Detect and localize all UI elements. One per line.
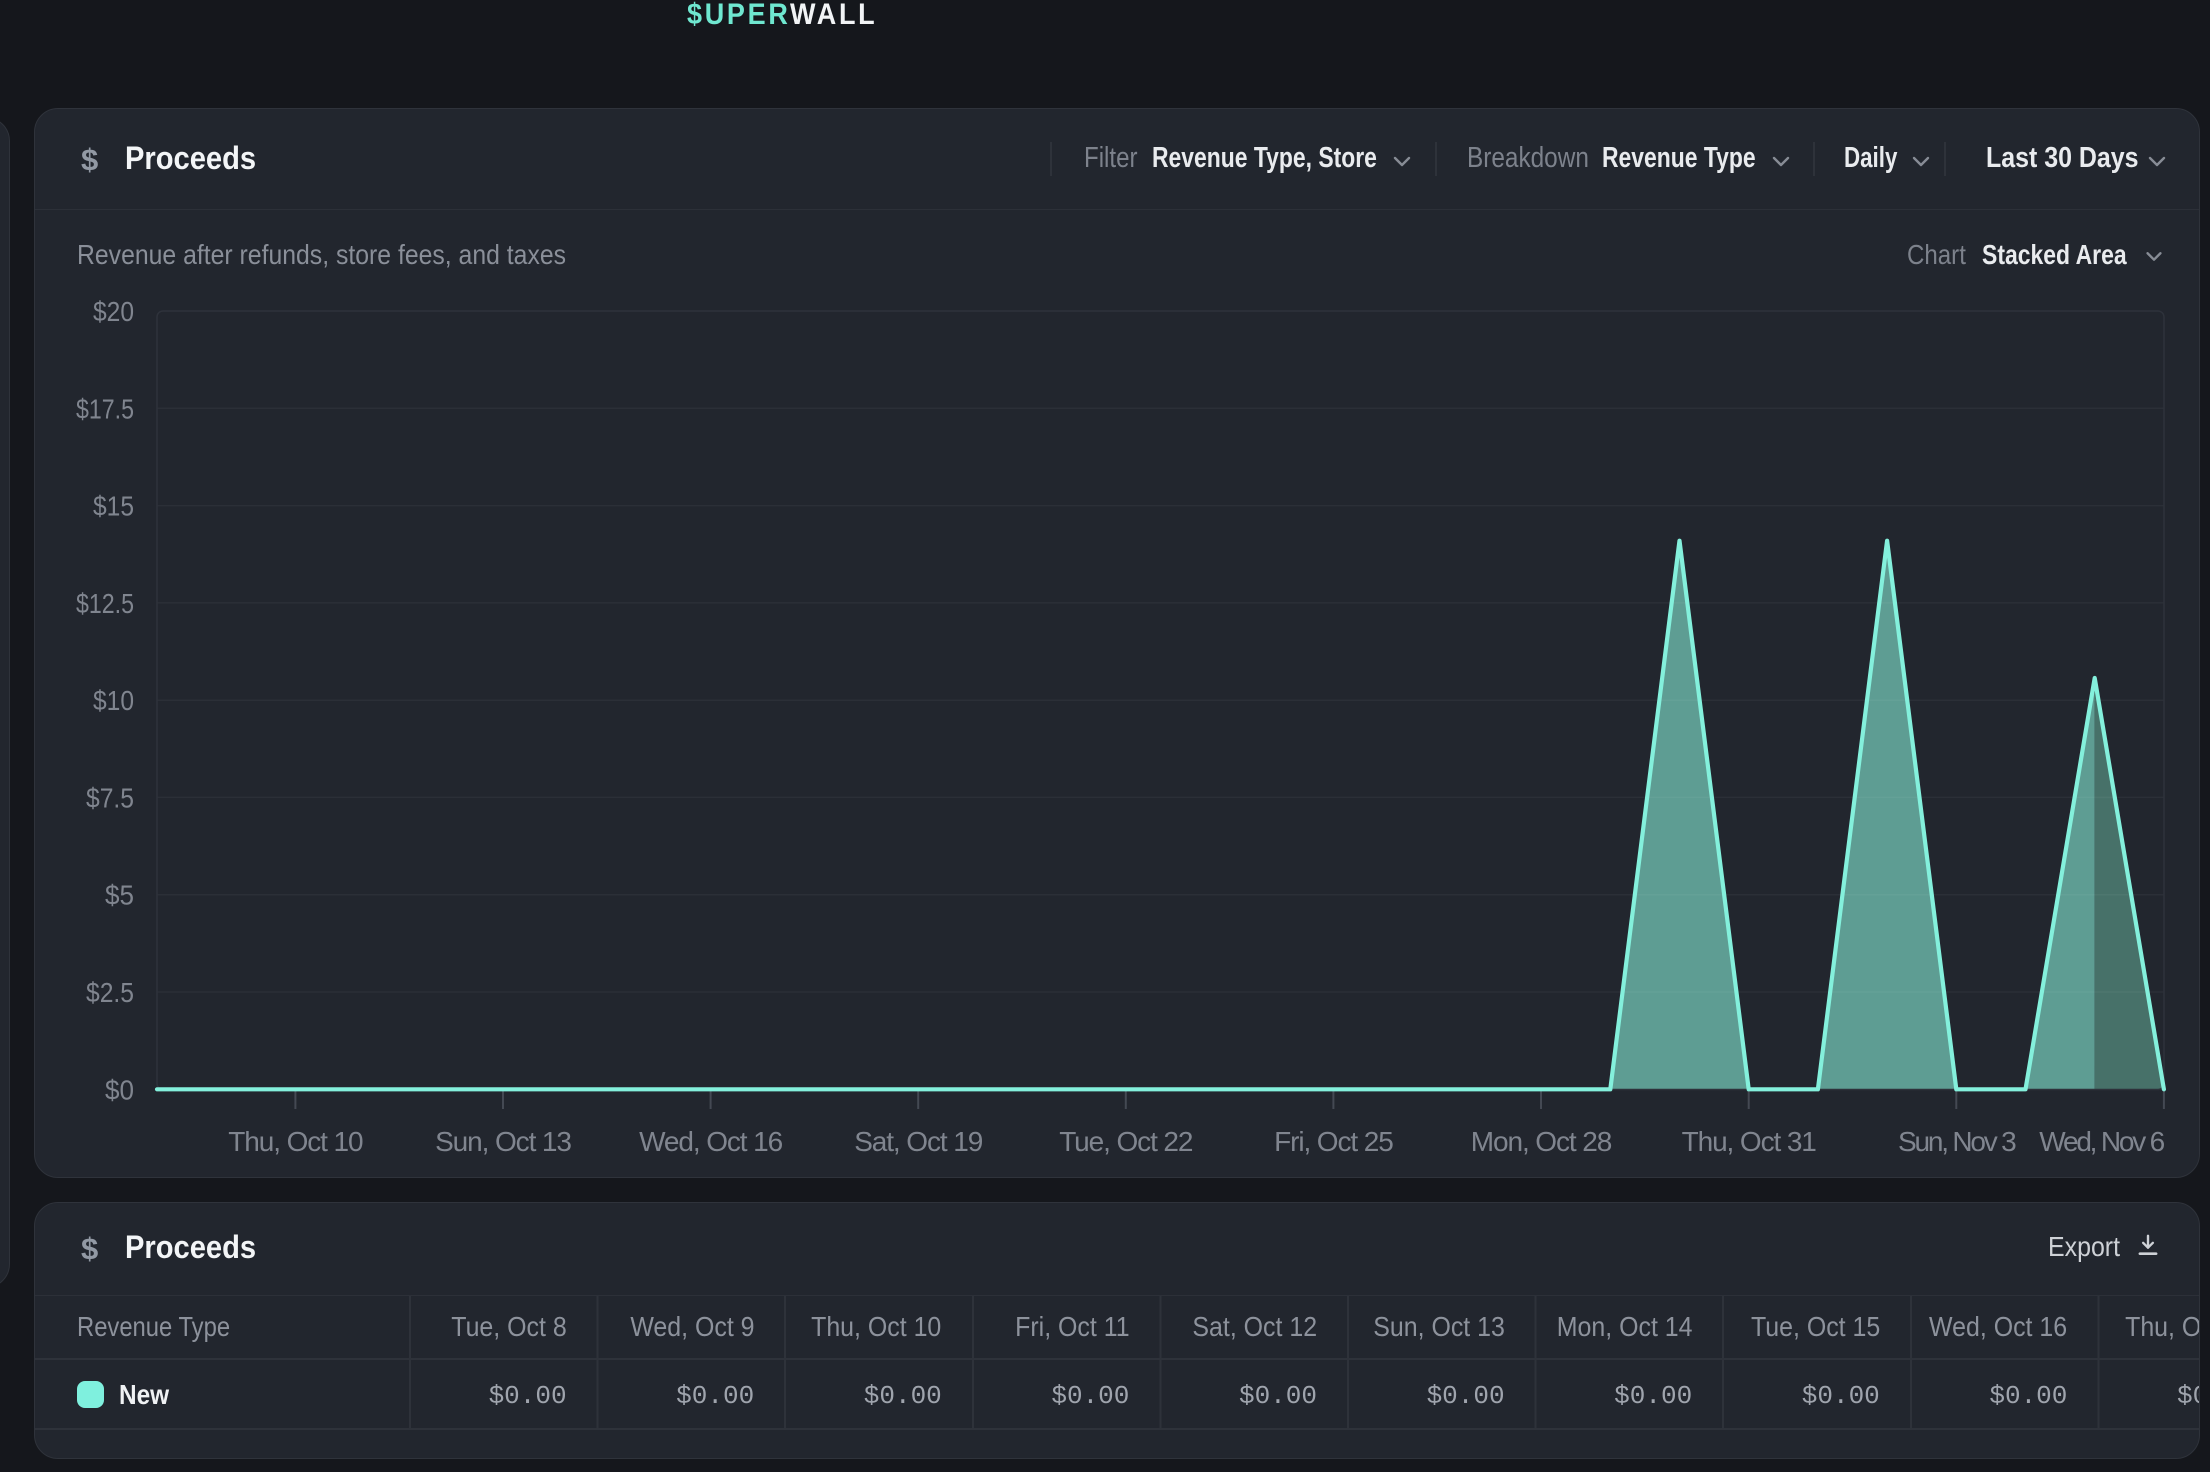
- svg-text:Fri, Oct 25: Fri, Oct 25: [1274, 1126, 1393, 1157]
- svg-text:Wed, Nov 6: Wed, Nov 6: [2039, 1126, 2164, 1157]
- svg-text:$0: $0: [105, 1074, 134, 1105]
- svg-text:Tue, Oct 22: Tue, Oct 22: [1059, 1126, 1193, 1157]
- svg-text:Mon, Oct 28: Mon, Oct 28: [1471, 1126, 1612, 1157]
- svg-text:$2.5: $2.5: [86, 977, 134, 1008]
- svg-text:Thu, Oct 10: Thu, Oct 10: [228, 1126, 363, 1157]
- svg-text:$7.5: $7.5: [86, 782, 134, 813]
- svg-text:$17.5: $17.5: [76, 393, 134, 424]
- svg-text:$10: $10: [93, 685, 134, 716]
- svg-text:Wed, Oct 16: Wed, Oct 16: [639, 1126, 783, 1157]
- svg-text:$20: $20: [93, 296, 134, 327]
- svg-text:Sun, Oct 13: Sun, Oct 13: [435, 1126, 571, 1157]
- svg-text:Sun, Nov 3: Sun, Nov 3: [1898, 1126, 2016, 1157]
- svg-text:$15: $15: [93, 491, 134, 522]
- svg-text:$5: $5: [105, 880, 134, 911]
- svg-text:$12.5: $12.5: [76, 588, 134, 619]
- svg-text:Thu, Oct 31: Thu, Oct 31: [1682, 1126, 1817, 1157]
- svg-text:Sat, Oct 19: Sat, Oct 19: [854, 1126, 982, 1157]
